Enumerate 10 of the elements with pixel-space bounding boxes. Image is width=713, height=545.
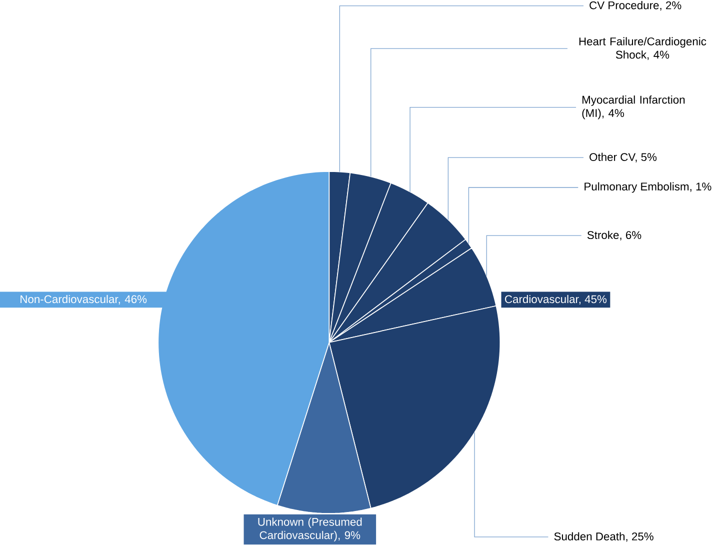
slice-label: Unknown (Presumed Cardiovascular), 9% — [258, 518, 362, 542]
slice-label: Non-Cardiovascular, 46% — [20, 295, 147, 305]
slice-label: Other CV, 5% — [590, 153, 657, 163]
text: Cardiovascular, 45% — [505, 295, 607, 305]
slice-label: Heart Failure/Cardiogenic Shock, 4% — [579, 37, 706, 60]
slice-label: Sudden Death, 25% — [554, 532, 654, 542]
slice-label: Myocardial Infarction (MI), 4% — [582, 96, 685, 120]
slice-label: Pulmonary Embolism, 1% — [584, 182, 712, 193]
slice-label: CV Procedure, 2% — [590, 1, 682, 11]
slice-label: Stroke, 6% — [587, 231, 642, 241]
